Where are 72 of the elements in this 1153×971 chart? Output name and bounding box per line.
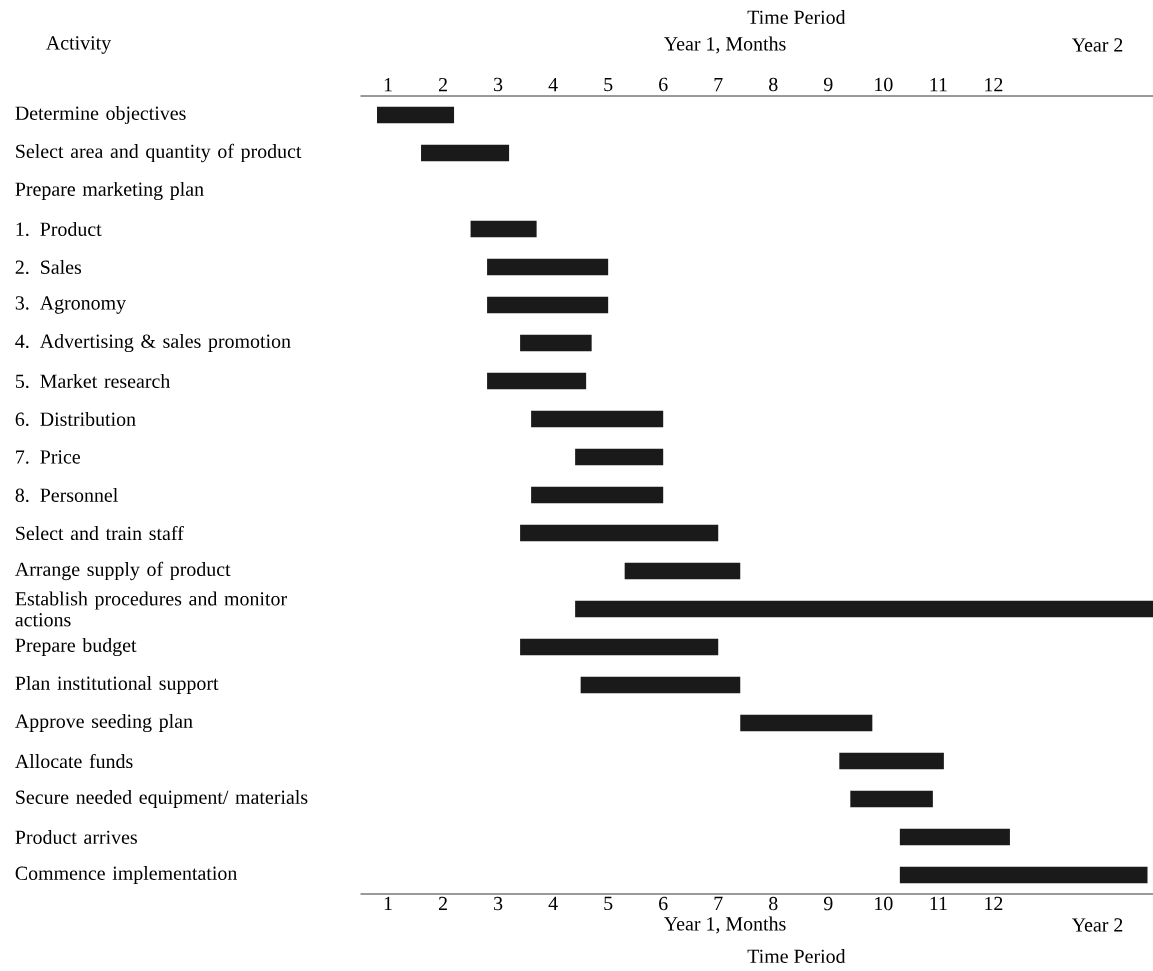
y-tick-label: 4. Advertising & sales promotion: [15, 333, 291, 353]
text: Year 2: [1071, 918, 1123, 932]
x2-tick-label: 5: [604, 77, 613, 92]
y-tick-label: Product arrives: [15, 830, 137, 845]
x-tick-label: 4: [548, 896, 558, 910]
bar: [531, 410, 664, 428]
x-tick-label: 7: [714, 896, 723, 910]
y-tick-label: Plan institutional support: [15, 675, 219, 695]
y-tick-label: Prepare budget: [15, 637, 137, 657]
y-tick-label: 2. Sales: [15, 259, 82, 275]
x2-tick-label: 12: [985, 77, 1003, 92]
y-tick-label: Determine objectives: [15, 105, 186, 125]
x2-tick-label: 9: [823, 77, 833, 92]
x2-tick-label: 8: [769, 77, 778, 92]
y-tick-label: Approve seeding plan: [15, 713, 193, 733]
x2-tick-label: 3: [494, 77, 503, 92]
text: Year 1, Months: [664, 36, 786, 54]
bar: [899, 828, 1010, 846]
text: Year 1, Months: [664, 916, 786, 934]
bar: [575, 448, 664, 466]
bar: [899, 866, 1148, 884]
x-tick-label: 12: [985, 896, 1003, 911]
x-tick-label: 3: [494, 896, 503, 911]
x2-tick-label: 10: [875, 77, 893, 92]
bar: [740, 714, 873, 732]
bar: [487, 372, 587, 390]
bar: [624, 562, 741, 580]
y-tick-label: 7. Price: [16, 450, 80, 464]
y-tick-label: Prepare marketing plan: [15, 181, 204, 201]
text: Year 2: [1071, 38, 1123, 52]
y-tick-label: Select area and quantity of product: [16, 143, 302, 163]
y-tick-label: Commence implementation: [15, 865, 238, 885]
x2-tick-label: 11: [930, 78, 947, 92]
x2-tick-label: 7: [714, 78, 723, 92]
bar: [487, 258, 609, 276]
bar: [520, 334, 592, 352]
x-tick-label: 11: [930, 896, 947, 910]
bar: [377, 106, 455, 124]
bar: [520, 638, 719, 656]
x2-axis-title: Time Period: [747, 9, 846, 24]
bar: [850, 790, 933, 808]
bar: [470, 220, 537, 238]
bar: [421, 144, 510, 162]
x2-tick-label: 2: [438, 77, 447, 92]
y-tick-label: 5. Market research: [15, 373, 171, 389]
x-tick-label: 8: [769, 896, 778, 911]
x2-tick-label: 6: [659, 77, 668, 92]
y-tick-label: Arrange supply of product: [15, 561, 231, 581]
x-tick-label: 1: [384, 896, 392, 910]
y-tick-label: 1. Product: [16, 221, 102, 237]
y-tick-label: 6. Distribution: [15, 411, 136, 427]
y-tick-label: 8. Personnel: [15, 487, 118, 503]
bar: [531, 486, 664, 504]
x-tick-label: 10: [875, 896, 893, 911]
bar: [575, 600, 1153, 618]
x-tick-label: 6: [659, 896, 668, 911]
y-tick-label: Select and train staff: [16, 525, 184, 541]
y-tick-label: Allocate funds: [15, 753, 133, 769]
x-axis-title: Time Period: [747, 949, 846, 964]
bar: [580, 676, 741, 694]
y-tick-label: Secure needed equipment/ materials: [16, 789, 308, 809]
x-tick-label: 9: [823, 896, 833, 911]
x2-tick-label: 4: [548, 78, 558, 92]
bar: [839, 752, 944, 770]
bar: [520, 524, 719, 542]
y-axis-title: Activity: [46, 36, 112, 54]
bar: [487, 296, 609, 314]
x-tick-label: 2: [438, 896, 447, 911]
x2-tick-label: 1: [384, 78, 392, 92]
x-tick-label: 5: [604, 896, 613, 911]
y-tick-label: Establish procedures and monitor actions: [15, 591, 287, 627]
y-tick-label: 3. Agronomy: [15, 296, 126, 314]
